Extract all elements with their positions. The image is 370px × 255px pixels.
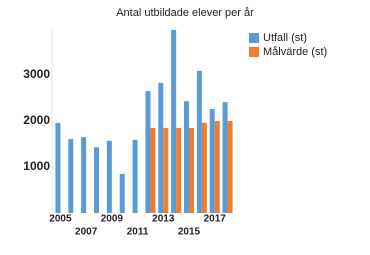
x-tick-label: 2013 [152,214,175,225]
x-tick-label: 2015 [178,227,201,238]
bar [171,29,177,214]
x-tick-label: 2017 [204,214,227,225]
legend-label: Målvärde (st) [263,46,327,58]
bar [68,138,74,213]
legend-swatch [249,47,259,57]
x-tick-label: 2009 [101,214,124,225]
bar [201,122,207,213]
y-tick-label: 2000 [23,113,50,127]
y-tick-label: 3000 [23,67,50,81]
bar [132,139,138,213]
legend-swatch [249,33,259,43]
x-tick-label: 2005 [49,214,72,225]
bar [106,140,112,213]
bar [55,122,61,213]
bar [158,82,164,213]
bar [145,91,151,213]
bar [163,127,169,213]
legend-label: Utfall (st) [263,32,307,44]
bar [119,173,125,213]
x-tick-label: 2011 [127,227,149,238]
bar [94,147,99,213]
bar [209,109,215,213]
chart-title: Antal utbildade elever per år [116,7,254,19]
bar [214,121,220,213]
bar [196,70,202,213]
bar [176,127,182,213]
bar [227,121,233,213]
bar [222,102,228,213]
x-tick-label: 2007 [75,227,98,238]
bar [184,101,189,213]
bar [150,127,156,213]
bar [81,137,87,213]
bar [189,127,194,213]
y-tick-label: 1000 [23,159,50,173]
